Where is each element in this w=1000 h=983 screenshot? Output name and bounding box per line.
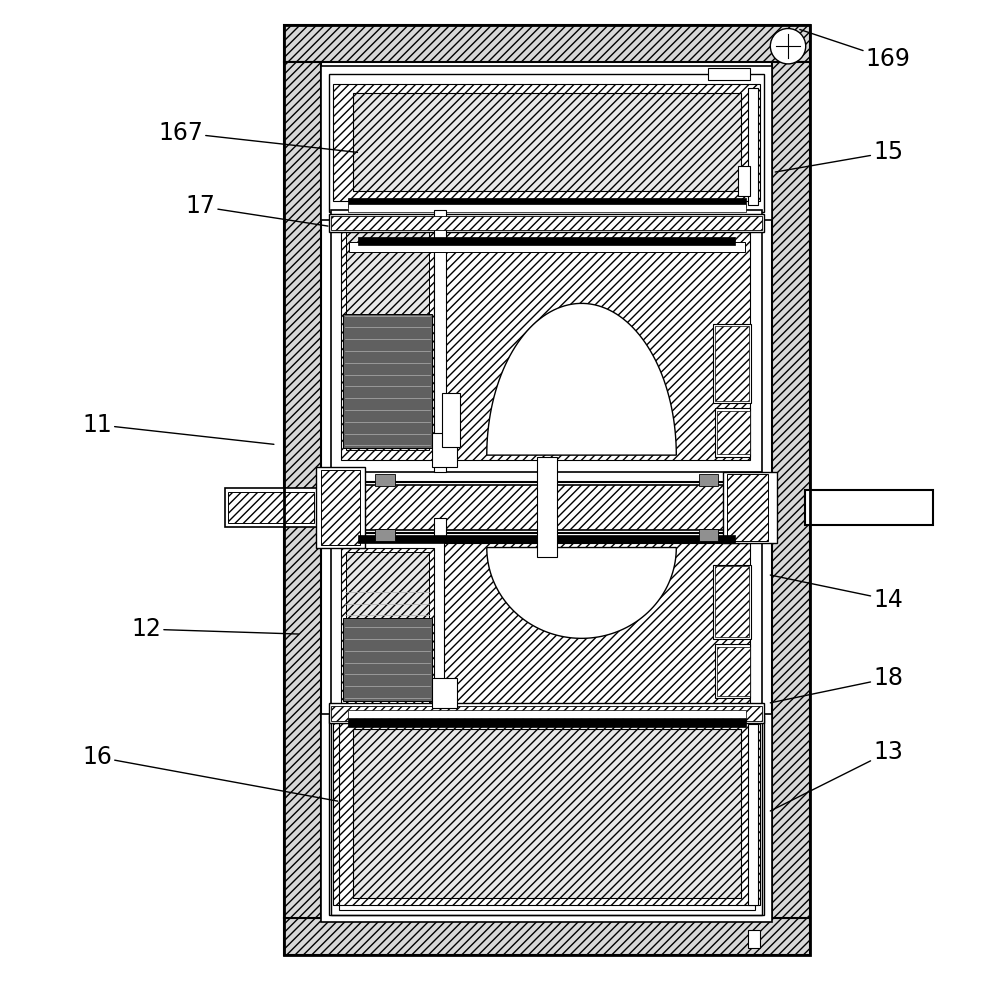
Text: 16: 16 <box>82 745 338 801</box>
Polygon shape <box>316 467 365 548</box>
Text: 14: 14 <box>770 575 903 611</box>
Polygon shape <box>717 411 750 454</box>
Polygon shape <box>444 543 750 708</box>
Polygon shape <box>715 326 749 401</box>
Polygon shape <box>346 552 429 703</box>
Polygon shape <box>434 518 446 538</box>
Polygon shape <box>713 565 751 639</box>
Polygon shape <box>715 566 749 637</box>
Polygon shape <box>727 474 768 541</box>
Polygon shape <box>321 714 772 922</box>
Polygon shape <box>432 678 457 708</box>
Polygon shape <box>748 88 758 205</box>
Circle shape <box>770 29 806 64</box>
Text: 11: 11 <box>82 413 274 444</box>
Polygon shape <box>341 548 434 713</box>
Polygon shape <box>699 474 718 486</box>
Polygon shape <box>353 729 741 898</box>
Polygon shape <box>375 529 395 541</box>
Polygon shape <box>329 74 764 212</box>
Polygon shape <box>713 324 751 403</box>
Polygon shape <box>331 538 762 718</box>
Polygon shape <box>748 930 760 948</box>
Polygon shape <box>343 314 432 448</box>
Polygon shape <box>329 715 764 915</box>
Polygon shape <box>444 215 750 460</box>
Text: 12: 12 <box>131 617 298 641</box>
Polygon shape <box>708 68 750 80</box>
Text: 169: 169 <box>800 29 911 71</box>
Polygon shape <box>349 242 745 252</box>
Polygon shape <box>772 62 810 918</box>
Polygon shape <box>699 529 718 541</box>
Polygon shape <box>329 703 764 723</box>
Polygon shape <box>284 25 810 62</box>
Text: 17: 17 <box>185 195 328 226</box>
Polygon shape <box>321 485 772 530</box>
Polygon shape <box>348 204 746 212</box>
Polygon shape <box>341 215 434 460</box>
Polygon shape <box>358 237 735 245</box>
Polygon shape <box>715 644 750 698</box>
Polygon shape <box>346 220 429 450</box>
Polygon shape <box>738 166 750 196</box>
Polygon shape <box>353 93 741 191</box>
Polygon shape <box>329 214 764 232</box>
Polygon shape <box>723 472 777 543</box>
Polygon shape <box>487 304 676 455</box>
Polygon shape <box>228 492 314 523</box>
Text: 167: 167 <box>158 121 357 152</box>
Polygon shape <box>333 84 760 201</box>
Polygon shape <box>348 198 746 207</box>
Polygon shape <box>748 724 758 905</box>
Polygon shape <box>284 918 810 955</box>
Polygon shape <box>321 470 360 545</box>
Polygon shape <box>432 433 457 467</box>
Polygon shape <box>333 723 760 905</box>
Text: 15: 15 <box>775 141 903 172</box>
Polygon shape <box>805 490 933 525</box>
Polygon shape <box>343 618 432 701</box>
Text: 13: 13 <box>770 740 903 811</box>
Polygon shape <box>331 210 762 472</box>
Polygon shape <box>225 488 318 527</box>
Polygon shape <box>717 647 750 696</box>
Polygon shape <box>321 66 772 220</box>
Polygon shape <box>348 710 746 718</box>
Polygon shape <box>348 718 746 727</box>
Text: 18: 18 <box>770 666 903 703</box>
Polygon shape <box>331 216 762 230</box>
Polygon shape <box>442 393 460 447</box>
Polygon shape <box>537 457 557 557</box>
Polygon shape <box>331 706 762 721</box>
Polygon shape <box>434 210 446 472</box>
Polygon shape <box>284 62 321 918</box>
Polygon shape <box>715 408 750 457</box>
Polygon shape <box>487 548 676 638</box>
Polygon shape <box>375 474 395 486</box>
Polygon shape <box>358 535 735 543</box>
